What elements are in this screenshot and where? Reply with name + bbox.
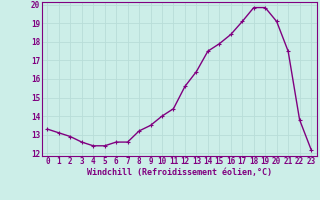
X-axis label: Windchill (Refroidissement éolien,°C): Windchill (Refroidissement éolien,°C) — [87, 168, 272, 177]
